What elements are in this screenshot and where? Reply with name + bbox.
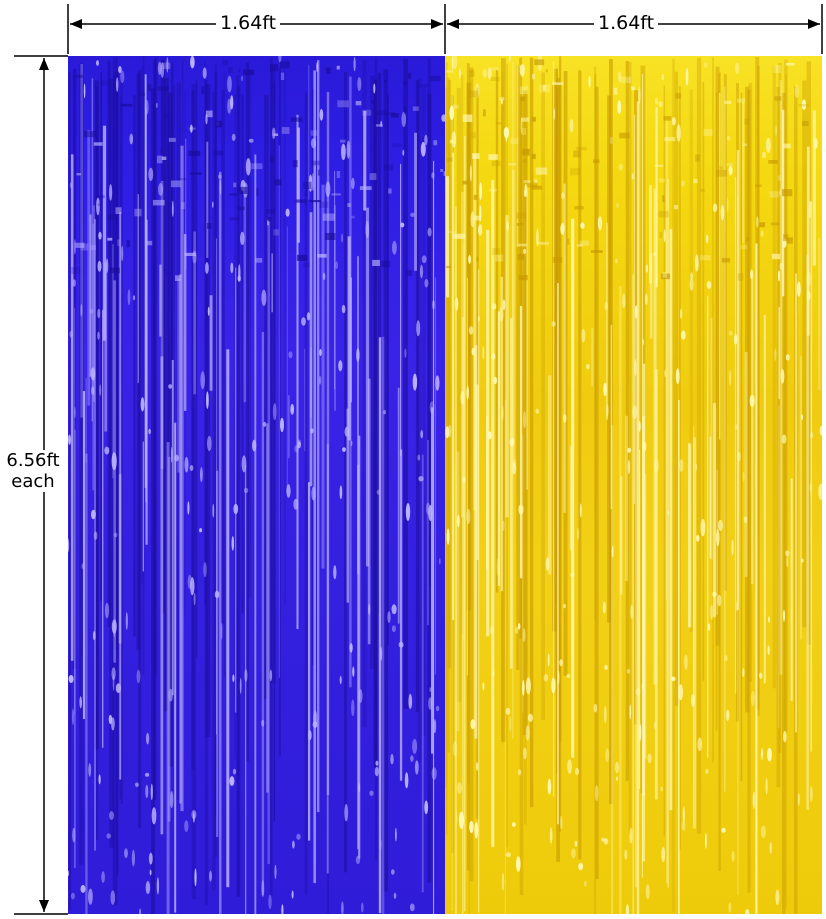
top-left-width-label: 1.64ft	[216, 14, 281, 33]
height-qualifier: each	[11, 471, 55, 492]
gold-foil-curtain	[445, 56, 822, 914]
height-label: 6.56ft each	[0, 450, 66, 492]
height-value: 6.56ft	[6, 450, 60, 471]
blue-foil-curtain	[68, 56, 445, 914]
top-right-width-label: 1.64ft	[594, 14, 659, 33]
